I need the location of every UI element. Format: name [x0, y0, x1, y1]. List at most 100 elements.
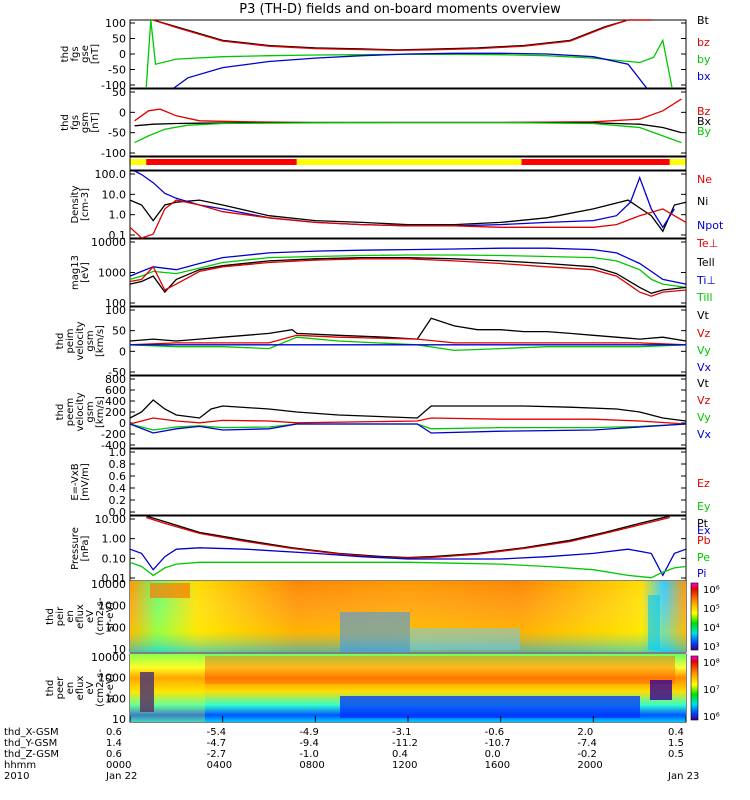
y-axis-label: peim	[65, 328, 76, 353]
series-line	[129, 199, 687, 239]
ephemeris-value: -10.7	[485, 738, 511, 749]
ephemeris-value: -0.2	[577, 749, 597, 760]
y-tick-label: 1000	[98, 267, 126, 280]
y-axis-label: [km/s]	[95, 396, 106, 428]
ephemeris-value: -4.7	[207, 738, 227, 749]
y-axis-label: Density	[70, 185, 81, 223]
legend-entry: By	[697, 125, 712, 138]
y-tick-label: 0.0	[109, 506, 127, 519]
y-tick-label: 100	[105, 621, 126, 634]
series-line	[129, 423, 687, 434]
legend-entry: Tell	[696, 256, 715, 269]
y-tick-label: 0.01	[102, 572, 127, 585]
y-axis-label: [eV]	[80, 262, 91, 283]
ephemeris-value: Jan 23	[667, 771, 699, 782]
y-tick-label: 200	[105, 406, 126, 419]
y-axis-label: [nT]	[90, 112, 101, 132]
y-axis-label: sr-eV)	[105, 602, 116, 631]
peir-spectrogram	[130, 581, 686, 652]
ephemeris-value: 0.4	[392, 749, 408, 760]
mode-segment	[130, 159, 147, 165]
y-tick-label: 100	[105, 304, 126, 317]
ephemeris-value: 0.4	[668, 727, 684, 738]
y-tick-label: 1.00	[102, 533, 127, 546]
series-line	[152, 19, 652, 51]
ephemeris-value: Jan 22	[105, 771, 137, 782]
y-tick-label: -400	[101, 439, 126, 452]
peir-blue-streaks	[410, 628, 520, 650]
y-tick-label: 100	[105, 17, 126, 30]
ephemeris-value: 1.4	[106, 738, 122, 749]
ephemeris-value: -3.1	[392, 727, 412, 738]
y-axis-label: en	[65, 682, 76, 695]
y-tick-label: -50	[108, 366, 126, 379]
series-line	[134, 121, 682, 144]
ephemeris-value: 1200	[392, 760, 417, 771]
y-axis-label: [nPa]	[80, 535, 91, 561]
legend-entry: Ey	[697, 500, 711, 513]
y-axis-label: sr-eV)	[105, 673, 116, 702]
peer-blue-band	[340, 696, 640, 718]
ephemeris-value: -11.2	[392, 738, 418, 749]
y-tick-label: 0.1	[109, 229, 127, 242]
y-axis-label: [mV/m]	[80, 463, 91, 501]
peir-orange-band	[150, 583, 190, 598]
y-axis-label: en	[65, 610, 76, 623]
panel-efield: 1.00.80.60.40.20.0 E=-VxB [mV/m] Ez Ey Ex	[70, 446, 711, 537]
y-tick-label: 0.2	[109, 494, 127, 507]
y-axis-label: mag13	[70, 255, 81, 290]
y-tick-label: 10.0	[102, 188, 127, 201]
y-axis-label: peem	[65, 398, 76, 426]
y-tick-label: 10	[112, 713, 126, 726]
legend-entry: Ti⊥	[696, 274, 716, 287]
ephemeris-value: -0.6	[485, 727, 505, 738]
mode-bar-frame	[129, 156, 687, 171]
series-line	[146, 516, 670, 559]
y-tick-label: 50	[112, 86, 126, 99]
panel-frame	[129, 170, 687, 239]
legend-entry: Vt	[697, 377, 710, 390]
ephemeris-value: 0000	[106, 760, 131, 771]
legend-entry: bx	[697, 70, 711, 83]
panel-density: 100.0 10.0 1.0 0.1 Density [cm-3] Ne Ni Npot	[70, 168, 724, 242]
y-axis-label: gsm	[85, 401, 96, 422]
colorbar-tick-label: 10⁶	[703, 585, 720, 596]
ephemeris-value: 0800	[299, 760, 324, 771]
ephemeris-value: -7.4	[577, 738, 597, 749]
y-tick-label: 600	[105, 384, 126, 397]
y-tick-label: 50	[112, 33, 126, 46]
series-line	[129, 256, 687, 294]
legend-entry: Bt	[697, 14, 710, 27]
ephemeris-row-label: thd_X-GSM	[4, 727, 59, 738]
y-tick-label: 1.0	[109, 446, 127, 459]
legend-entry: Vy	[697, 411, 711, 424]
peir-cyan-edge	[648, 595, 660, 650]
legend-entry: Vy	[697, 344, 711, 357]
legend-entry: Vx	[697, 428, 712, 441]
ephemeris-value: 1600	[485, 760, 510, 771]
y-tick-label: 0.8	[109, 458, 127, 471]
peer-purple-spot-2	[650, 680, 672, 700]
y-axis-label: thd	[45, 680, 56, 697]
y-axis-label: fgs	[70, 115, 81, 130]
y-axis-label: peir	[55, 606, 66, 626]
y-tick-label: -50	[108, 64, 126, 77]
colorbar-tick-label: 10³	[703, 642, 720, 653]
y-axis-label: (cm2-s-	[95, 597, 106, 635]
y-axis-label: eflux	[75, 604, 86, 629]
ephemeris-value: 2.0	[577, 727, 593, 738]
legend-entry: Bz	[697, 105, 711, 118]
colorbar-tick-label: 10⁷	[703, 685, 720, 696]
panel-frame	[129, 448, 687, 516]
colorbar	[690, 582, 699, 651]
ephemeris-value: -4.9	[299, 727, 319, 738]
y-axis-label: eV	[85, 610, 96, 623]
series-line	[129, 247, 687, 285]
peer-early-region	[130, 654, 205, 722]
series-line	[153, 19, 652, 51]
panel-frame	[129, 88, 687, 157]
y-axis-label: eflux	[75, 676, 86, 701]
legend-entry: Ne	[697, 173, 712, 186]
panel-pressure: 10.00 1.00 0.10 0.01 Pressure [nPa] Pt Pb Pe Pi	[70, 513, 711, 585]
